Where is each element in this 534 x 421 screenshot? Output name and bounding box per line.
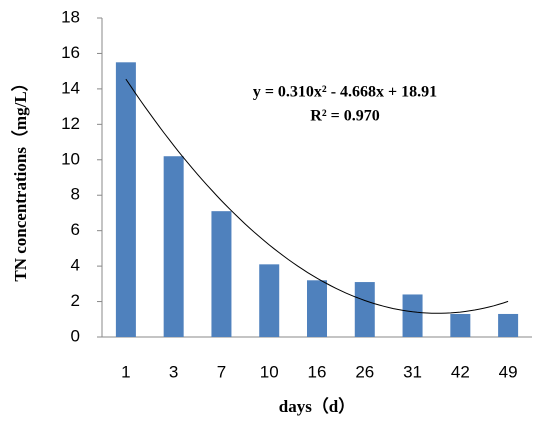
bar: [211, 211, 232, 337]
x-tick-label: 1: [121, 362, 130, 381]
y-tick-label: 2: [71, 291, 80, 310]
equation: y = 0.310x² - 4.668x + 18.91: [253, 84, 437, 101]
x-tick-label: 3: [169, 362, 178, 381]
x-tick-label: 16: [308, 362, 327, 381]
bar: [450, 313, 471, 337]
x-tick-label: 49: [499, 362, 518, 381]
y-tick-label: 12: [61, 114, 80, 133]
r-squared: R² = 0.970: [310, 108, 379, 125]
y-tick-label: 4: [71, 256, 80, 275]
bar: [402, 294, 423, 337]
x-axis-title: days（d）: [279, 396, 356, 416]
bar: [307, 280, 327, 337]
y-tick-label: 0: [71, 326, 80, 345]
bar: [259, 264, 280, 337]
x-tick-label: 7: [217, 362, 226, 381]
y-tick-label: 14: [61, 78, 80, 97]
x-tick-label: 10: [260, 362, 279, 381]
x-tick-label: 31: [403, 362, 422, 381]
y-axis-title: TN concentrations（mg/L）: [10, 74, 30, 281]
x-tick-label: 26: [355, 362, 374, 381]
y-tick-label: 6: [71, 220, 80, 239]
trendline: [125, 78, 509, 314]
bar: [354, 282, 375, 337]
y-tick-label: 18: [61, 7, 80, 26]
bar: [115, 62, 136, 338]
bar: [498, 313, 519, 337]
x-tick-label: 42: [451, 362, 470, 381]
y-tick-label: 8: [71, 185, 80, 204]
y-tick-label: 10: [61, 149, 80, 168]
bar: [163, 156, 184, 337]
y-tick-label: 16: [61, 43, 80, 62]
